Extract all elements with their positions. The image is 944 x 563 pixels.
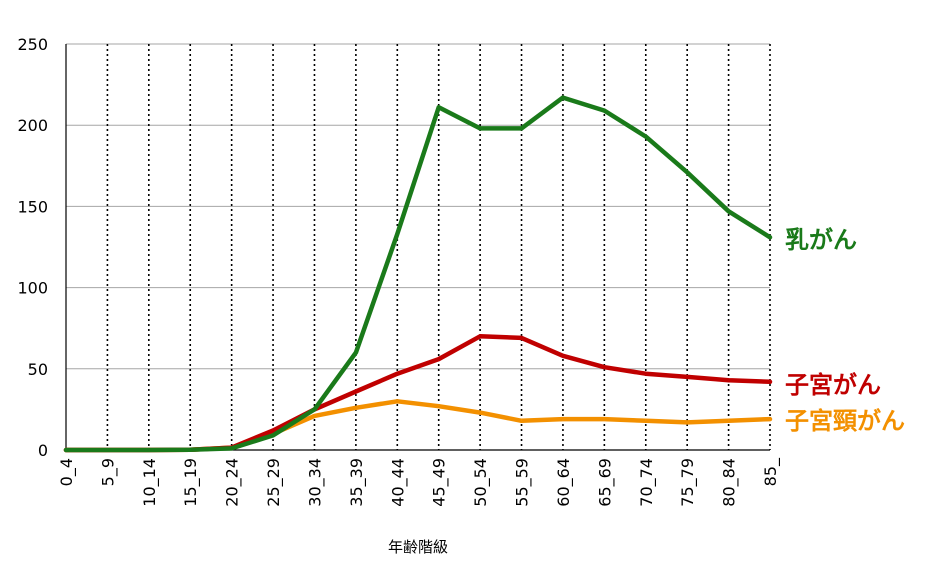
y-tick-label: 200: [17, 116, 48, 135]
x-tick-label: 40_44: [388, 458, 408, 507]
axes: [65, 44, 770, 451]
x-tick-label: 30_34: [305, 458, 325, 507]
y-tick-label: 0: [38, 441, 48, 460]
y-tick-label: 50: [28, 360, 48, 379]
series-line-1: [63, 334, 773, 453]
series-line-2: [63, 399, 773, 453]
x-tick-label: 70_74: [637, 458, 657, 507]
x-tick-label: 35_39: [347, 458, 367, 507]
x-tick-label: 50_54: [471, 458, 491, 507]
grid-lines: [66, 43, 771, 450]
x-tick-label: 0_4: [57, 458, 77, 486]
y-tick-label: 250: [17, 35, 48, 54]
series-label-1: 子宮がん: [785, 371, 881, 399]
x-tick-label: 10_14: [140, 458, 160, 507]
x-tick-label: 55_59: [513, 458, 533, 507]
x-tick-label: 5_9: [98, 458, 118, 486]
x-axis-title: 年齢階級: [388, 538, 448, 556]
series-lines: [63, 95, 773, 453]
x-tick-labels: 0_4 5_9 10_14 15_19 20_24 25_29 30_34 35_39 40_4…: [57, 457, 781, 507]
x-tick-label: 25_29: [264, 458, 284, 507]
x-tick-label: 15_19: [181, 458, 201, 507]
x-tick-label: 60_64: [554, 458, 574, 507]
x-tick-label: 75_79: [678, 458, 698, 507]
y-tick-labels: 0 50 100 150 200 250: [17, 35, 48, 460]
x-tick-label: 85_: [761, 457, 781, 486]
x-tick-label: 65_69: [595, 458, 615, 507]
y-tick-label: 100: [17, 279, 48, 298]
x-tick-label: 45_49: [430, 458, 450, 507]
x-tick-label: 80_84: [720, 458, 740, 507]
x-tick-label: 20_24: [223, 458, 243, 507]
series-line-0: [63, 95, 773, 453]
series-label-0: 乳がん: [785, 226, 857, 254]
y-tick-label: 150: [17, 197, 48, 216]
series-label-2: 子宮頸がん: [785, 407, 905, 435]
